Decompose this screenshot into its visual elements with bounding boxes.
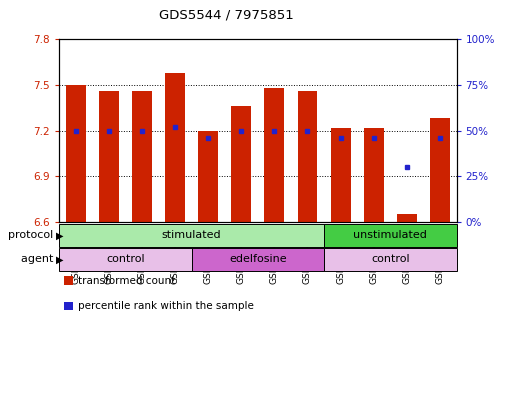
Bar bbox=[364, 128, 384, 222]
Text: control: control bbox=[106, 254, 145, 264]
Bar bbox=[298, 91, 318, 222]
Text: control: control bbox=[371, 254, 409, 264]
Text: percentile rank within the sample: percentile rank within the sample bbox=[78, 301, 254, 311]
Text: edelfosine: edelfosine bbox=[229, 254, 287, 264]
Text: ▶: ▶ bbox=[56, 230, 64, 241]
Text: unstimulated: unstimulated bbox=[353, 230, 427, 241]
Bar bbox=[165, 73, 185, 222]
Bar bbox=[430, 118, 450, 222]
Text: GDS5544 / 7975851: GDS5544 / 7975851 bbox=[159, 9, 293, 22]
Text: transformed count: transformed count bbox=[78, 275, 176, 286]
Bar bbox=[198, 130, 218, 222]
Text: stimulated: stimulated bbox=[162, 230, 221, 241]
Bar bbox=[132, 91, 152, 222]
Bar bbox=[331, 128, 350, 222]
Text: protocol: protocol bbox=[8, 230, 56, 241]
Text: ▶: ▶ bbox=[56, 254, 64, 264]
Bar bbox=[397, 215, 417, 222]
Bar bbox=[98, 91, 119, 222]
Text: agent: agent bbox=[21, 254, 56, 264]
Bar bbox=[264, 88, 284, 222]
Bar bbox=[66, 85, 86, 222]
Bar bbox=[231, 106, 251, 222]
